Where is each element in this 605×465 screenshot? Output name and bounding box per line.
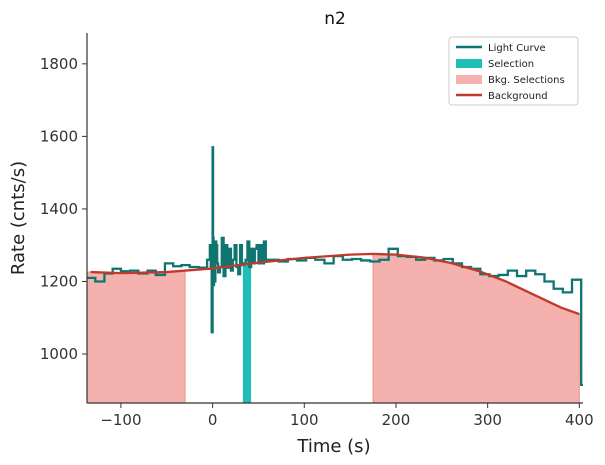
selection-layer [242,241,252,403]
bkg-selection-region [372,253,580,404]
legend-label: Selection [488,59,534,70]
chart-title: n2 [324,9,346,29]
legend-label: Light Curve [488,43,546,54]
y-axis-title: Rate (cnts/s) [8,161,29,275]
x-tick-label: 400 [565,411,594,429]
legend-swatch [456,59,482,68]
legend-swatch [456,75,482,84]
y-tick-label: 1200 [40,272,78,290]
legend-label: Bkg. Selections [488,75,565,86]
legend-label: Background [488,91,548,102]
bkg-selections-layer [86,253,580,404]
y-tick-label: 1600 [40,127,78,145]
x-tick-label: 300 [473,411,502,429]
y-tick-label: 1400 [40,200,78,218]
x-tick-label: 200 [382,411,411,429]
legend: Light Curve Selection Bkg. Selections Backg… [448,36,579,106]
background-line [90,252,580,316]
tick-labels: −100 0 100 200 300 400 1000 1200 1400 1600 1800 [40,55,594,429]
x-tick-label: −100 [100,411,141,429]
x-axis-title: Time (s) [296,436,370,457]
y-tick-label: 1800 [40,55,78,73]
axes [86,33,583,404]
selection-region [242,241,252,403]
y-tick-label: 1000 [40,345,78,363]
x-tick-label: 100 [290,411,319,429]
bkg-selection-region [86,270,186,404]
legend-box [448,36,579,106]
series-layer [87,146,583,387]
x-tick-label: 0 [208,411,218,429]
